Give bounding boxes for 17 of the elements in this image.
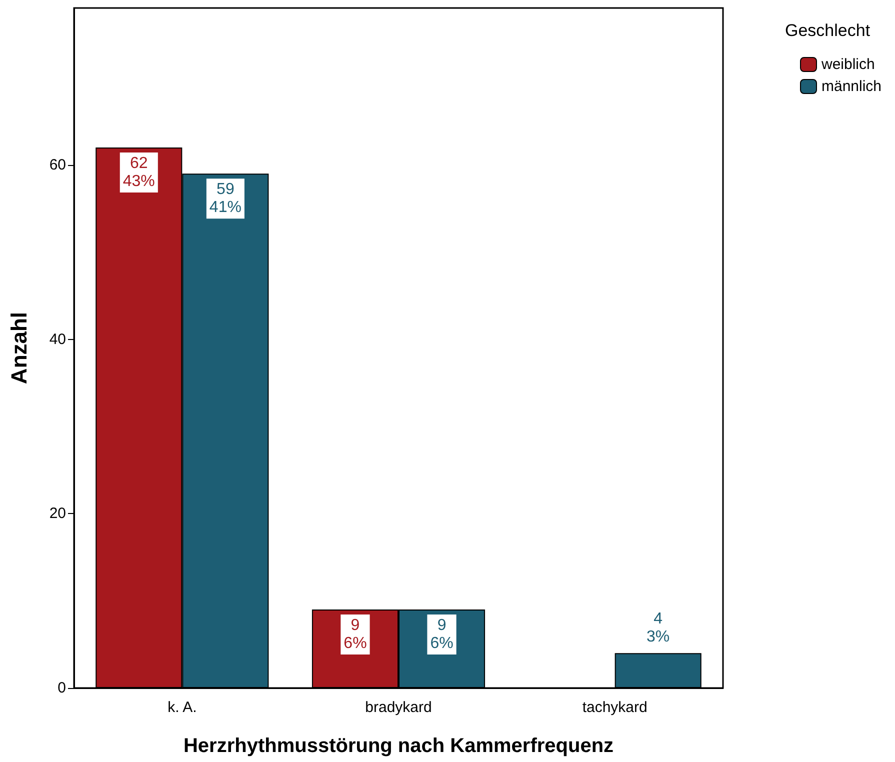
y-tick-label: 20 [49,505,66,522]
legend-label: weiblich [820,56,875,73]
legend-title: Geschlecht [785,21,870,40]
x-tick-label: k. A. [168,699,197,716]
x-tick-label: bradykard [365,699,432,716]
x-axis-title: Herzrhythmusstörung nach Kammerfrequenz [183,735,614,757]
data-label: 4 3% [646,610,670,646]
data-label: 59 41% [209,181,242,216]
y-tick-label: 60 [49,156,66,174]
x-tick-label: tachykard [582,699,648,716]
legend-label: männlich [822,78,882,95]
data-label: 62 43% [122,154,155,190]
data-label: 9 6% [430,617,454,652]
y-tick-label: 0 [58,680,66,696]
y-axis-title: Anzahl [6,312,32,384]
data-label: 9 6% [344,617,367,652]
y-tick-label: 40 [49,330,66,348]
